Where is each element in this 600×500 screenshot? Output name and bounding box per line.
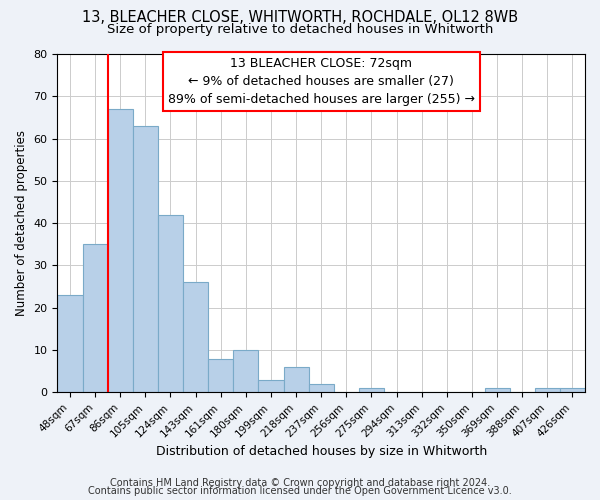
- Text: Size of property relative to detached houses in Whitworth: Size of property relative to detached ho…: [107, 22, 493, 36]
- Bar: [183, 282, 208, 393]
- Bar: [158, 214, 183, 392]
- Y-axis label: Number of detached properties: Number of detached properties: [15, 130, 28, 316]
- Text: 13, BLEACHER CLOSE, WHITWORTH, ROCHDALE, OL12 8WB: 13, BLEACHER CLOSE, WHITWORTH, ROCHDALE,…: [82, 10, 518, 25]
- Bar: [233, 350, 259, 393]
- Bar: [107, 109, 133, 393]
- Bar: [308, 384, 334, 392]
- Bar: [485, 388, 509, 392]
- Bar: [259, 380, 284, 392]
- Bar: [133, 126, 158, 392]
- Text: Contains HM Land Registry data © Crown copyright and database right 2024.: Contains HM Land Registry data © Crown c…: [110, 478, 490, 488]
- Bar: [560, 388, 585, 392]
- Text: Contains public sector information licensed under the Open Government Licence v3: Contains public sector information licen…: [88, 486, 512, 496]
- X-axis label: Distribution of detached houses by size in Whitworth: Distribution of detached houses by size …: [155, 444, 487, 458]
- Bar: [208, 358, 233, 392]
- Bar: [284, 367, 308, 392]
- Bar: [83, 244, 107, 392]
- Bar: [535, 388, 560, 392]
- Bar: [58, 295, 83, 392]
- Text: 13 BLEACHER CLOSE: 72sqm
← 9% of detached houses are smaller (27)
89% of semi-de: 13 BLEACHER CLOSE: 72sqm ← 9% of detache…: [168, 58, 475, 106]
- Bar: [359, 388, 384, 392]
